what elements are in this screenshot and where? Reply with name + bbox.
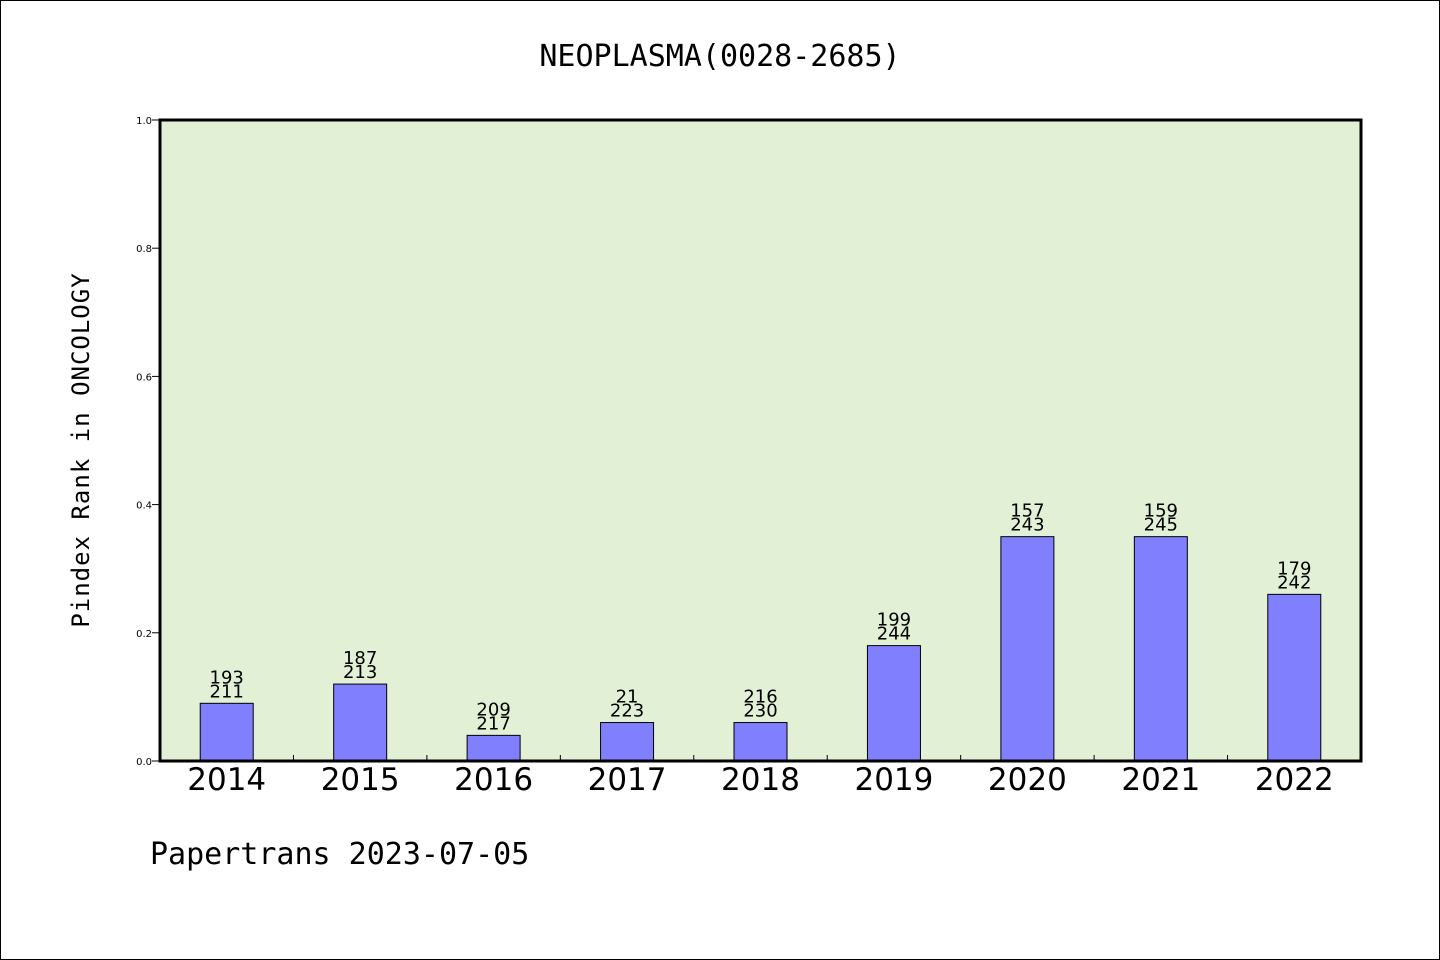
x-axis: 2014 2015 2016 2017 2018 2019 2020 2021 2022 — [187, 755, 1334, 798]
bar-label-bottom: 243 — [1010, 515, 1044, 536]
bar-label-bottom: 244 — [877, 624, 911, 645]
bar — [733, 722, 788, 762]
bar-label-top: 216 — [743, 687, 777, 708]
x-tick-label: 2016 — [454, 762, 533, 798]
bar-label-bottom: 213 — [343, 662, 377, 683]
y-tick-label: 1.0 — [136, 116, 152, 127]
y-tick-label: 0.0 — [136, 757, 152, 768]
y-tick-label: 0.4 — [136, 501, 152, 512]
plot-frame — [158, 118, 1363, 763]
y-tick-label: 0.8 — [136, 244, 152, 255]
x-tick-label: 2015 — [321, 762, 400, 798]
bar-label-top: 199 — [877, 610, 911, 631]
chart-title: NEOPLASMA(0028-2685) — [539, 39, 900, 74]
bar-label-bottom: 217 — [476, 713, 510, 734]
bar — [600, 722, 655, 762]
bar — [466, 734, 521, 762]
data-labels: 1932111872132092172122321623019924415724… — [210, 501, 1312, 735]
bar — [1133, 536, 1188, 762]
bar — [199, 702, 254, 762]
y-tick-label: 0.6 — [136, 372, 152, 383]
y-axis-label: Pindex Rank in ONCOLOGY — [67, 272, 95, 627]
bar — [866, 645, 921, 762]
x-tick-label: 2020 — [988, 762, 1067, 798]
bar-label-top: 209 — [476, 699, 510, 720]
footer-text: Papertrans 2023-07-05 — [150, 837, 529, 872]
bar — [1267, 593, 1322, 762]
y-tick-label: 0.2 — [136, 629, 152, 640]
bar-label-bottom: 242 — [1277, 572, 1311, 593]
bar — [333, 683, 388, 762]
bar-label-top: 157 — [1010, 501, 1044, 522]
bar-label-bottom: 223 — [610, 701, 644, 722]
bar-label-bottom: 245 — [1144, 515, 1178, 536]
bar-label-top: 179 — [1277, 558, 1311, 579]
x-tick-label: 2017 — [588, 762, 667, 798]
x-tick-label: 2021 — [1121, 762, 1200, 798]
bar — [1000, 536, 1055, 762]
bar-label-top: 187 — [343, 648, 377, 669]
x-tick-label: 2014 — [187, 762, 266, 798]
bar-label-top: 159 — [1144, 501, 1178, 522]
bar-label-bottom: 230 — [743, 701, 777, 722]
x-tick-label: 2018 — [721, 762, 800, 798]
x-tick-label: 2022 — [1255, 762, 1334, 798]
bar-label-bottom: 211 — [210, 681, 244, 702]
bar-label-top: 21 — [616, 687, 639, 708]
bars — [199, 536, 1322, 762]
x-tick-label: 2019 — [854, 762, 933, 798]
bar-label-top: 193 — [210, 667, 244, 688]
